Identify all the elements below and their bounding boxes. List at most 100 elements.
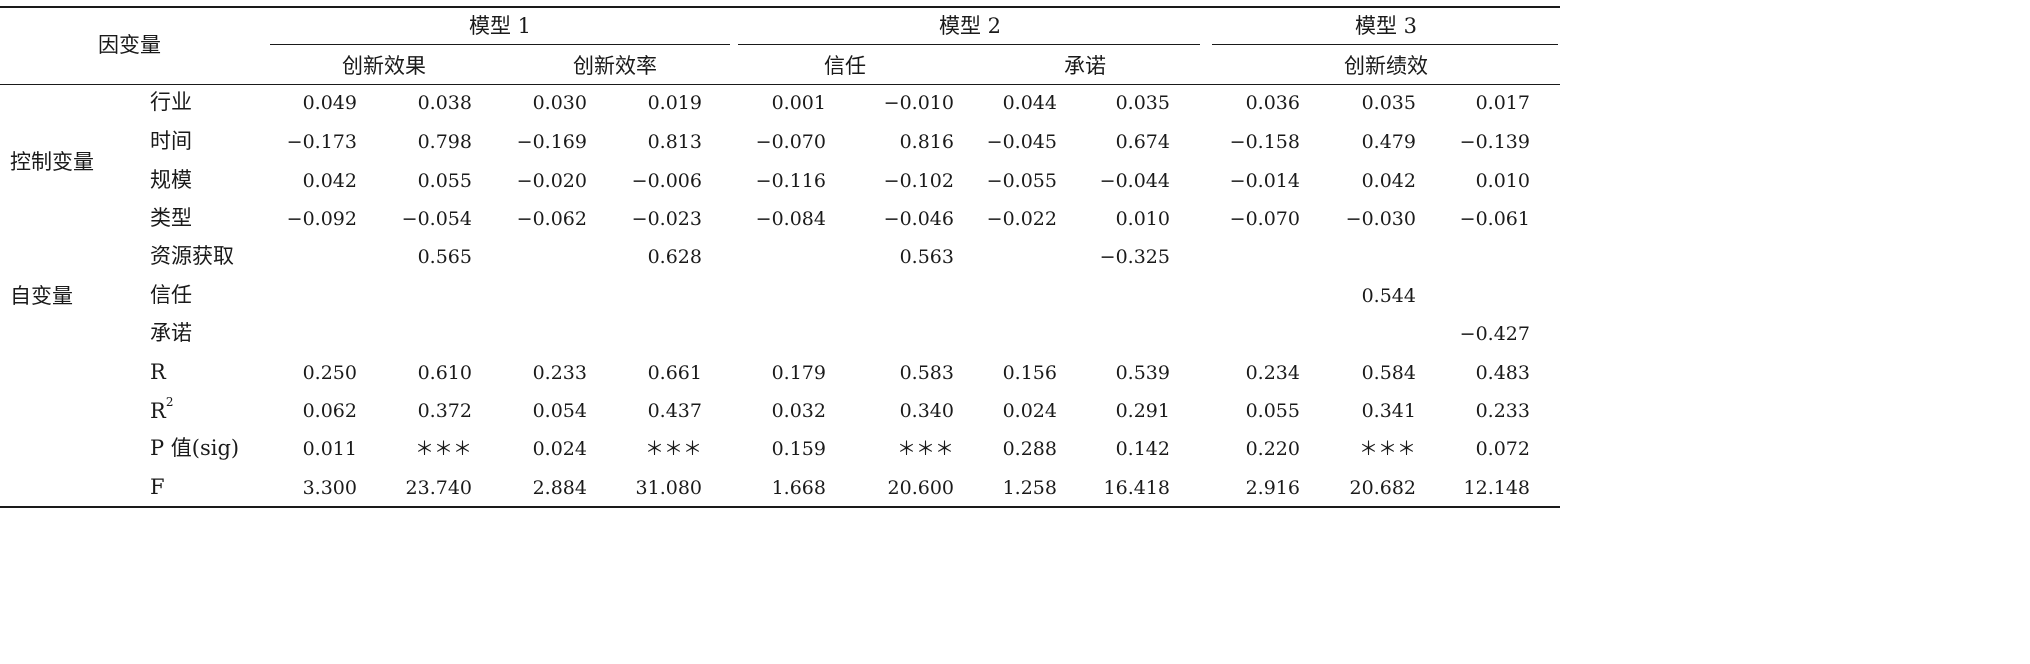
- dependent-var-header: 因变量: [98, 33, 161, 57]
- table-cell: −0.030: [1345, 208, 1416, 230]
- group-control-variables: 控制变量: [10, 150, 94, 174]
- model3-underline: [1212, 44, 1558, 45]
- table-cell: −0.173: [286, 131, 357, 153]
- table-cell: 0.055: [417, 170, 472, 192]
- table-cell: 0.159: [771, 438, 826, 460]
- table-cell: 0.437: [647, 400, 702, 422]
- table-cell: 0.372: [417, 400, 472, 422]
- table-cell: 0.628: [647, 246, 702, 268]
- table-cell: 0.565: [417, 246, 472, 268]
- row-label-scale: 规模: [150, 168, 192, 192]
- table-cell: ＊＊＊: [1358, 438, 1416, 460]
- table-cell: 0.479: [1361, 131, 1416, 153]
- table-cell: 0.233: [1475, 400, 1530, 422]
- row-label-p-value: P 值(sig): [150, 436, 240, 460]
- table-cell: 0.798: [417, 131, 472, 153]
- model2-underline: [738, 44, 1200, 45]
- table-cell: 0.661: [647, 362, 702, 384]
- table-cell: 0.035: [1361, 92, 1416, 114]
- table-cell: 0.042: [1361, 170, 1416, 192]
- table-cell: 2.916: [1245, 477, 1300, 499]
- table-cell: 2.884: [532, 477, 587, 499]
- table-cell: −0.054: [401, 208, 472, 230]
- row-label-r: R: [150, 360, 166, 384]
- table-cell: 0.583: [899, 362, 954, 384]
- row-label-type: 类型: [150, 206, 192, 230]
- table-cell: 0.816: [899, 131, 954, 153]
- table-cell: 0.024: [1002, 400, 1057, 422]
- table-cell: 0.220: [1245, 438, 1300, 460]
- bottom-rule: [0, 506, 1560, 508]
- row-label-resource: 资源获取: [150, 244, 234, 268]
- table-cell: −0.169: [516, 131, 587, 153]
- table-cell: −0.044: [1099, 170, 1170, 192]
- table-cell: −0.010: [883, 92, 954, 114]
- table-cell: 0.035: [1115, 92, 1170, 114]
- table-cell: 0.042: [302, 170, 357, 192]
- table-cell: 20.600: [887, 477, 954, 499]
- table-cell: −0.084: [755, 208, 826, 230]
- table-cell: 0.340: [899, 400, 954, 422]
- table-cell: 0.250: [302, 362, 357, 384]
- r2-base: R: [150, 399, 166, 423]
- table-cell: −0.006: [631, 170, 702, 192]
- table-cell: 0.156: [1002, 362, 1057, 384]
- table-cell: −0.116: [755, 170, 826, 192]
- table-cell: 23.740: [405, 477, 472, 499]
- table-cell: 0.010: [1115, 208, 1170, 230]
- table-cell: 0.038: [417, 92, 472, 114]
- table-cell: −0.427: [1459, 323, 1530, 345]
- table-cell: 0.049: [302, 92, 357, 114]
- table-cell: 0.072: [1475, 438, 1530, 460]
- subhead-innovation-performance: 创新绩效: [1344, 54, 1428, 78]
- table-cell: 0.054: [532, 400, 587, 422]
- table-cell: −0.046: [883, 208, 954, 230]
- table-cell: 0.813: [647, 131, 702, 153]
- model2-header: 模型 2: [938, 14, 1002, 38]
- table-cell: −0.070: [755, 131, 826, 153]
- table-cell: −0.020: [516, 170, 587, 192]
- group-independent-variables: 自变量: [10, 284, 73, 308]
- table-cell: 0.341: [1361, 400, 1416, 422]
- row-label-time: 时间: [150, 129, 192, 153]
- row-label-industry: 行业: [150, 90, 192, 114]
- subhead-innovation-efficiency: 创新效率: [573, 54, 657, 78]
- header-rule: [0, 84, 1560, 85]
- table-cell: −0.070: [1229, 208, 1300, 230]
- table-cell: −0.061: [1459, 208, 1530, 230]
- table-cell: 0.055: [1245, 400, 1300, 422]
- table-cell: 0.544: [1361, 285, 1416, 307]
- table-cell: 0.483: [1475, 362, 1530, 384]
- table-cell: 0.011: [302, 438, 357, 460]
- table-cell: −0.022: [986, 208, 1057, 230]
- subhead-innovation-effect: 创新效果: [342, 54, 426, 78]
- model1-header: 模型 1: [468, 14, 532, 38]
- table-cell: 0.010: [1475, 170, 1530, 192]
- table-cell: 1.258: [1002, 477, 1057, 499]
- row-label-f: F: [150, 475, 165, 499]
- table-cell: 31.080: [635, 477, 702, 499]
- table-cell: −0.055: [986, 170, 1057, 192]
- table-cell: −0.014: [1229, 170, 1300, 192]
- r2-superscript: 2: [165, 395, 174, 409]
- table-cell: 0.017: [1475, 92, 1530, 114]
- table-cell: 0.179: [771, 362, 826, 384]
- table-cell: 0.044: [1002, 92, 1057, 114]
- table-cell: −0.092: [286, 208, 357, 230]
- table-cell: −0.325: [1099, 246, 1170, 268]
- table-cell: 0.610: [417, 362, 472, 384]
- table-cell: −0.023: [631, 208, 702, 230]
- table-cell: 16.418: [1103, 477, 1170, 499]
- table-cell: 0.233: [532, 362, 587, 384]
- table-cell: 0.062: [302, 400, 357, 422]
- table-cell: 1.668: [771, 477, 826, 499]
- table-cell: 0.674: [1115, 131, 1170, 153]
- subhead-trust: 信任: [824, 54, 866, 78]
- table-cell: 0.142: [1115, 438, 1170, 460]
- table-cell: ＊＊＊: [414, 438, 472, 460]
- table-cell: 0.288: [1002, 438, 1057, 460]
- table-cell: 0.030: [532, 92, 587, 114]
- table-cell: 0.563: [899, 246, 954, 268]
- top-rule: [0, 6, 1560, 8]
- model3-header: 模型 3: [1354, 14, 1418, 38]
